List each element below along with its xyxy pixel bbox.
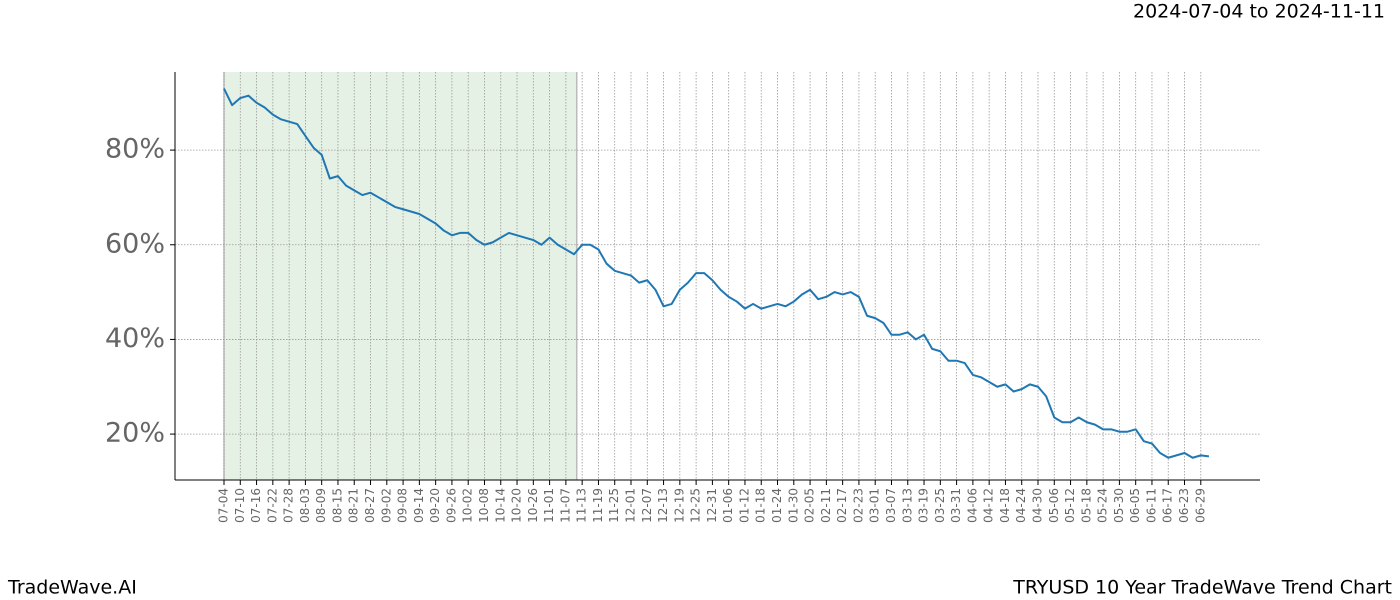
x-tick-label: 03-07 [884,488,898,523]
chart-title: 2024-07-04 to 2024-11-11 [1133,1,1385,23]
y-tick-label: 80% [105,134,165,165]
footer-right: TRYUSD 10 Year TradeWave Trend Chart [1012,577,1392,599]
x-tick-label: 12-19 [672,488,686,523]
x-tick-label: 04-12 [982,488,996,523]
x-tick-label: 10-26 [526,488,540,523]
x-tick-label: 12-07 [640,488,654,523]
x-tick-label: 04-30 [1031,488,1045,523]
footer-left: TradeWave.AI [7,577,137,599]
x-tick-label: 02-17 [835,488,849,523]
x-tick-label: 01-06 [721,488,735,523]
x-tick-label: 06-11 [1144,488,1158,523]
x-tick-label: 11-13 [575,488,589,523]
x-tick-label: 05-24 [1096,488,1110,523]
x-tick-label: 03-19 [917,488,931,523]
x-tick-label: 06-05 [1128,488,1142,523]
x-tick-label: 10-14 [493,488,507,523]
x-tick-label: 08-21 [347,488,361,523]
x-tick-label: 09-02 [379,488,393,523]
x-tick-label: 01-12 [737,488,751,523]
x-tick-label: 11-25 [607,488,621,523]
x-tick-label: 04-24 [1014,488,1028,523]
x-tick-label: 05-18 [1079,488,1093,523]
x-tick-label: 07-28 [282,488,296,523]
x-tick-label: 06-29 [1193,488,1207,523]
x-tick-label: 07-16 [249,488,263,523]
x-tick-label: 01-24 [770,488,784,523]
x-tick-label: 01-18 [754,488,768,523]
x-tick-label: 05-06 [1047,488,1061,523]
x-tick-label: 01-30 [786,488,800,523]
x-tick-label: 06-23 [1177,488,1191,523]
x-tick-label: 07-22 [265,488,279,523]
x-tick-label: 02-05 [803,488,817,523]
x-tick-label: 04-18 [998,488,1012,523]
x-tick-label: 06-17 [1161,488,1175,523]
y-tick-label: 40% [105,323,165,354]
x-tick-label: 04-06 [965,488,979,523]
x-tick-label: 12-01 [624,488,638,523]
x-tick-label: 09-08 [396,488,410,523]
x-tick-label: 05-12 [1063,488,1077,523]
x-tick-label: 12-25 [689,488,703,523]
x-tick-label: 08-03 [298,488,312,523]
x-tick-label: 03-01 [868,488,882,523]
x-tick-label: 11-01 [542,488,556,523]
x-tick-label: 03-31 [949,488,963,523]
x-tick-label: 10-02 [461,488,475,523]
x-tick-label: 02-11 [819,488,833,523]
x-tick-label: 03-13 [900,488,914,523]
x-tick-label: 10-20 [510,488,524,523]
x-tick-label: 08-09 [314,488,328,523]
x-tick-label: 07-04 [217,488,231,523]
trend-line [223,88,1210,459]
highlight-region [224,72,577,480]
x-tick-label: 10-08 [477,488,491,523]
y-tick-label: 60% [105,228,165,259]
x-tick-label: 12-31 [705,488,719,523]
x-tick-label: 07-10 [233,488,247,523]
x-tick-label: 12-13 [656,488,670,523]
x-tick-label: 02-23 [851,488,865,523]
x-tick-label: 05-30 [1112,488,1126,523]
x-tick-label: 09-20 [428,488,442,523]
x-tick-label: 08-15 [330,488,344,523]
x-tick-label: 11-19 [591,488,605,523]
x-tick-label: 03-25 [933,488,947,523]
x-tick-label: 11-07 [558,488,572,523]
y-tick-label: 20% [105,418,165,449]
x-tick-label: 09-26 [444,488,458,523]
x-tick-label: 08-27 [363,488,377,523]
x-tick-label: 09-14 [412,488,426,523]
